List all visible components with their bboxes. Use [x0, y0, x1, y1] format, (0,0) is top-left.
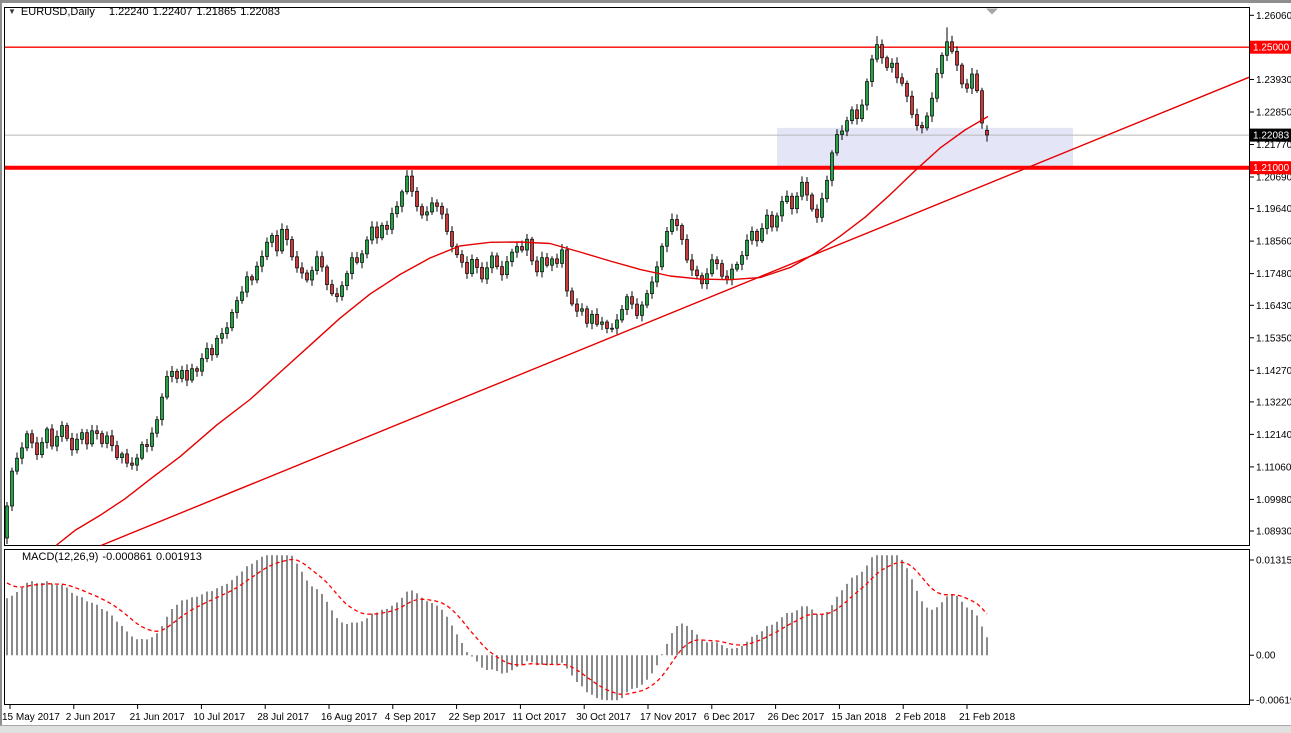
date-tick-label: 2 Jun 2017 — [66, 712, 116, 723]
price-tick-label: 1.23930 — [1256, 75, 1291, 86]
price-tick-label: 1.11060 — [1256, 462, 1291, 473]
time-axis[interactable]: 15 May 2017 2 Jun 2017 21 Jun 2017 10 Jul 2… — [2, 704, 1016, 724]
macd-pane-border — [4, 549, 1250, 705]
macd-signal-line — [6, 558, 988, 696]
date-tick-label: 15 May 2017 — [2, 712, 60, 723]
price-tick-label: 1.16430 — [1256, 301, 1291, 312]
close-value: 1.22083 — [240, 6, 280, 18]
high-value: 1.22407 — [152, 6, 193, 18]
price-tick-label: 1.13220 — [1256, 397, 1291, 408]
symbol-period-label: EURUSD,Daily — [20, 6, 95, 18]
date-tick-label: 16 Aug 2017 — [321, 712, 378, 723]
price-tick-label: 1.17480 — [1256, 269, 1291, 280]
chart-shift-marker[interactable] — [986, 8, 998, 15]
date-tick-label: 30 Oct 2017 — [576, 712, 631, 723]
date-tick-label: 17 Nov 2017 — [640, 712, 697, 723]
low-value: 1.21865 — [196, 6, 237, 18]
price-label-text: 1.21000 — [1253, 163, 1290, 174]
price-label-text: 1.22083 — [1253, 131, 1290, 142]
macd-axis[interactable]: 0.013154 0.00 -0.00619 — [1249, 556, 1291, 707]
date-tick-label: 11 Oct 2017 — [512, 712, 566, 723]
date-tick-label: 28 Jul 2017 — [257, 712, 309, 723]
date-tick-label: 26 Dec 2017 — [768, 712, 825, 723]
price-label-box — [1250, 40, 1291, 54]
trendline-object[interactable] — [100, 76, 1250, 547]
price-tick-label: 1.09980 — [1256, 495, 1291, 506]
ohlc-header: ▼ EURUSD,Daily 1.22240 1.22407 1.21865 1.2208… — [8, 6, 280, 18]
macd-name: MACD(12,26,9) — [22, 551, 99, 563]
macd-tick-label: 0.013154 — [1256, 556, 1291, 567]
price-tick-label: 1.19640 — [1256, 204, 1291, 215]
moving-average-line[interactable] — [55, 115, 989, 547]
macd-main-value: -0.000861 — [102, 551, 152, 563]
macd-tick-label: -0.00619 — [1256, 696, 1291, 707]
macd-histogram — [6, 555, 988, 701]
date-tick-label: 2 Feb 2018 — [895, 712, 946, 723]
bottom-strip-border — [0, 725, 1291, 726]
price-tick-label: 1.14270 — [1256, 366, 1291, 377]
main-pane-border — [4, 7, 1250, 546]
window-border-top — [0, 0, 1291, 3]
macd-indicator-label: MACD(12,26,9) -0.000861 0.001913 — [22, 551, 202, 563]
date-tick-label: 10 Jul 2017 — [193, 712, 245, 723]
open-value: 1.22240 — [108, 6, 149, 18]
chevron-down-icon[interactable]: ▼ — [8, 7, 16, 16]
macd-signal-value: 0.001913 — [155, 551, 202, 563]
price-label-box — [1250, 128, 1291, 142]
price-label-box — [1250, 161, 1291, 175]
date-tick-label: 22 Sep 2017 — [449, 712, 506, 723]
price-tick-label: 1.20690 — [1256, 173, 1291, 184]
price-tick-label: 1.21770 — [1256, 140, 1291, 151]
date-tick-label: 15 Jan 2018 — [831, 712, 886, 723]
price-tick-label: 1.08930 — [1256, 527, 1291, 538]
window-bottom-strip — [0, 726, 1291, 733]
price-axis[interactable]: 1.26060 1.23930 1.22850 1.21770 1.20690 1.196… — [1249, 11, 1291, 538]
price-tick-label: 1.15350 — [1256, 333, 1291, 344]
date-tick-label: 6 Dec 2017 — [704, 712, 756, 723]
date-tick-label: 4 Sep 2017 — [385, 712, 437, 723]
price-tick-label: 1.26060 — [1256, 11, 1291, 22]
price-label-text: 1.25000 — [1253, 43, 1290, 54]
price-tick-label: 1.18560 — [1256, 237, 1291, 248]
support-zone-object[interactable] — [777, 127, 1073, 167]
macd-tick-label: 0.00 — [1256, 651, 1276, 662]
price-tick-label: 1.12140 — [1256, 430, 1291, 441]
candles — [5, 27, 989, 544]
date-tick-label: 21 Jun 2017 — [130, 712, 185, 723]
date-tick-label: 21 Feb 2018 — [959, 712, 1016, 723]
window-border-left — [0, 0, 2, 733]
price-tick-label: 1.22850 — [1256, 108, 1291, 119]
